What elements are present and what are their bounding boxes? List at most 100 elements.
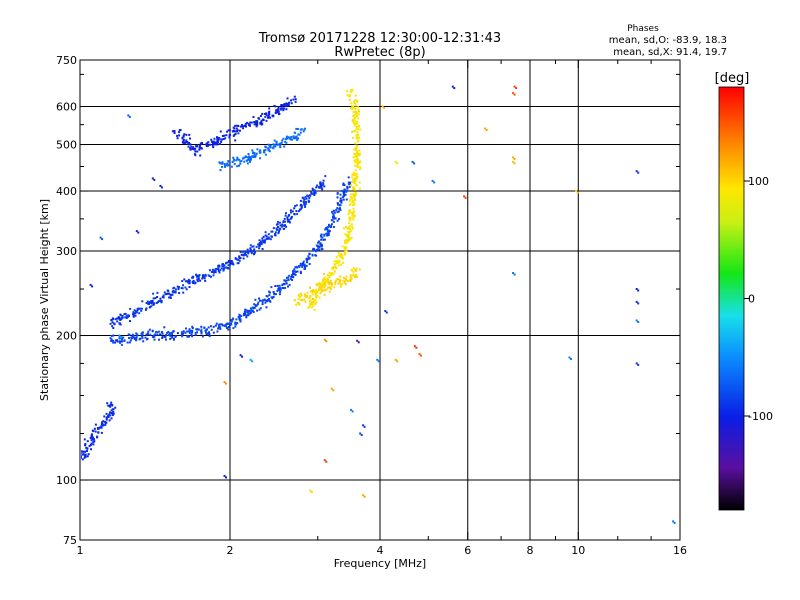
data-point <box>268 298 270 300</box>
data-point <box>336 259 339 262</box>
data-point <box>350 408 353 411</box>
data-point <box>168 292 170 295</box>
data-point <box>232 159 235 162</box>
data-point <box>223 165 226 168</box>
data-point <box>242 253 244 256</box>
data-point <box>196 328 199 331</box>
data-point <box>354 164 357 167</box>
data-point <box>194 150 197 153</box>
data-point <box>451 85 454 88</box>
data-point <box>315 296 318 299</box>
data-point <box>324 284 327 287</box>
data-point <box>350 184 353 187</box>
data-point <box>218 326 221 329</box>
data-point <box>130 337 133 340</box>
data-point <box>216 137 219 140</box>
data-point <box>285 102 288 105</box>
data-point <box>247 314 250 317</box>
data-point <box>236 156 239 159</box>
data-point <box>141 335 144 337</box>
data-point <box>116 320 119 323</box>
data-point <box>255 152 258 155</box>
data-point <box>151 177 154 180</box>
data-point <box>110 401 113 404</box>
data-point <box>267 143 270 146</box>
data-point <box>88 445 91 447</box>
data-point <box>148 301 151 304</box>
data-point <box>188 330 191 333</box>
data-point <box>304 300 307 303</box>
data-point <box>242 127 244 130</box>
data-point <box>240 315 243 317</box>
data-point <box>345 240 348 243</box>
data-point <box>358 154 361 157</box>
data-point <box>334 283 337 286</box>
data-point <box>128 337 131 339</box>
data-point <box>273 143 276 146</box>
data-point <box>185 327 187 330</box>
data-point <box>311 303 314 305</box>
data-point <box>637 363 640 366</box>
data-point <box>297 293 300 296</box>
data-point <box>353 117 356 120</box>
data-point <box>321 184 323 187</box>
data-point <box>274 231 277 234</box>
data-point <box>152 303 155 306</box>
data-point <box>225 134 228 137</box>
data-point <box>320 287 323 290</box>
data-point <box>637 321 640 323</box>
data-point <box>242 250 245 253</box>
data-point <box>336 219 339 222</box>
data-point <box>342 279 345 282</box>
data-point <box>307 306 310 309</box>
data-point <box>336 202 339 205</box>
data-point <box>231 161 234 163</box>
data-point <box>227 259 230 262</box>
data-point <box>568 356 571 359</box>
data-point <box>637 171 640 174</box>
data-point <box>216 330 219 333</box>
data-point <box>238 255 241 258</box>
data-point <box>114 406 117 409</box>
data-point <box>243 160 246 163</box>
data-point <box>261 303 264 306</box>
data-point <box>278 142 281 145</box>
data-point <box>257 243 260 246</box>
data-point <box>353 100 355 103</box>
data-point <box>84 455 87 458</box>
data-point <box>270 235 273 238</box>
data-point <box>347 234 350 237</box>
data-point <box>354 121 357 124</box>
data-point <box>120 336 122 338</box>
data-point <box>331 282 334 285</box>
data-point <box>220 267 223 270</box>
y-tick-label: 400 <box>56 185 77 198</box>
data-point <box>174 288 177 291</box>
data-point <box>352 137 355 139</box>
data-point <box>356 137 359 140</box>
data-point <box>126 341 129 344</box>
data-point <box>99 236 102 239</box>
data-point <box>149 333 152 336</box>
data-point <box>306 261 309 264</box>
data-point <box>189 143 192 146</box>
data-point <box>314 191 317 193</box>
data-point <box>339 256 342 259</box>
data-point <box>135 230 138 233</box>
data-point <box>352 214 355 217</box>
data-point <box>355 183 358 186</box>
data-point <box>208 333 211 335</box>
data-point <box>303 263 306 266</box>
data-point <box>329 285 332 288</box>
data-point <box>343 247 346 250</box>
data-point <box>261 248 264 250</box>
data-point <box>227 160 230 162</box>
data-point <box>168 296 171 299</box>
data-point <box>306 294 309 297</box>
data-point <box>177 288 180 291</box>
data-point <box>348 232 351 235</box>
data-point <box>153 338 156 341</box>
data-point <box>338 260 341 263</box>
data-point <box>221 264 224 267</box>
data-point <box>179 129 182 131</box>
